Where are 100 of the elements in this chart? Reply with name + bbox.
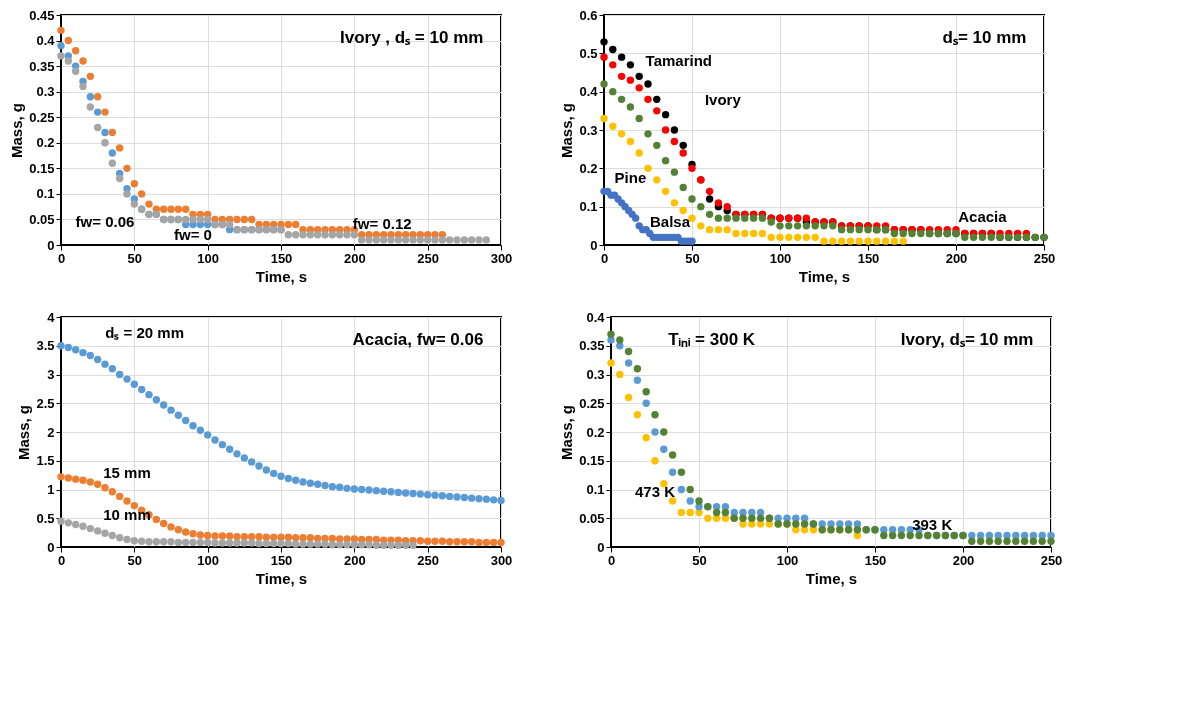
- point: [203, 538, 212, 547]
- point: [387, 236, 395, 244]
- point: [651, 411, 659, 419]
- point: [897, 531, 906, 540]
- point: [394, 236, 403, 244]
- point: [299, 231, 307, 239]
- point: [695, 497, 703, 505]
- point: [985, 537, 994, 545]
- y-axis-title: Mass, g: [558, 102, 576, 159]
- point: [697, 222, 705, 230]
- annotation: dₛ= 10 mm: [942, 28, 1027, 47]
- point: [123, 190, 131, 198]
- point: [600, 80, 608, 88]
- y-tick-label: 0.2: [586, 424, 605, 440]
- y-tick-label: 0: [597, 539, 605, 555]
- point: [739, 508, 747, 517]
- point: [284, 220, 293, 229]
- point: [130, 200, 139, 208]
- point: [306, 540, 315, 548]
- x-tick-label: 250: [1040, 552, 1063, 568]
- point: [635, 114, 643, 123]
- point: [792, 520, 800, 528]
- point: [705, 210, 714, 219]
- point: [978, 233, 987, 242]
- point: [723, 202, 731, 211]
- point: [1047, 531, 1055, 540]
- point: [616, 370, 624, 379]
- point: [668, 497, 677, 505]
- x-tick-label: 300: [490, 250, 513, 266]
- point: [723, 214, 731, 222]
- y-axis-title: Mass, g: [8, 102, 26, 159]
- point: [93, 527, 102, 535]
- point: [233, 215, 241, 224]
- y-tick-label: 0.25: [29, 109, 55, 125]
- point: [624, 347, 633, 356]
- point: [181, 215, 190, 224]
- point: [714, 225, 723, 234]
- x-tick-label: 100: [769, 250, 792, 266]
- point: [969, 233, 978, 242]
- point: [291, 231, 300, 239]
- point: [600, 38, 608, 46]
- annotation: 10 mm: [103, 505, 151, 523]
- point: [291, 540, 300, 548]
- y-tick-label: 1: [47, 482, 55, 497]
- annotation: Balsa: [649, 213, 691, 230]
- point: [617, 95, 626, 104]
- point: [705, 195, 714, 203]
- point: [635, 149, 643, 157]
- annotation: Tamarind: [645, 52, 712, 69]
- point: [57, 41, 65, 50]
- point: [115, 174, 124, 183]
- point: [767, 218, 775, 226]
- point: [846, 225, 855, 234]
- point: [829, 237, 837, 245]
- point: [108, 159, 117, 167]
- point: [644, 164, 652, 173]
- point: [86, 93, 95, 101]
- point: [101, 139, 109, 147]
- point: [785, 222, 793, 230]
- x-tick-label: 0: [57, 552, 66, 568]
- point: [677, 485, 686, 494]
- point: [240, 215, 249, 224]
- y-tick-label: 0.15: [29, 160, 55, 176]
- point: [313, 540, 322, 548]
- point: [86, 72, 95, 81]
- point: [167, 538, 175, 546]
- y-tick-label: 0.4: [586, 309, 606, 325]
- y-tick-label: 0.5: [36, 510, 55, 526]
- point: [642, 399, 650, 407]
- point: [644, 95, 652, 104]
- point: [93, 108, 102, 116]
- point: [793, 222, 802, 230]
- y-tick-label: 0.45: [29, 7, 55, 23]
- point: [225, 220, 234, 229]
- point: [130, 179, 139, 188]
- point: [741, 214, 749, 222]
- annotation: Acacia: [958, 208, 1008, 226]
- point: [679, 183, 687, 192]
- point: [1003, 537, 1011, 545]
- x-tick-label: 50: [127, 250, 143, 266]
- y-axis-title: Mass, g: [558, 404, 576, 461]
- point: [123, 164, 131, 173]
- y-tick-label: 0.2: [36, 135, 55, 151]
- point: [688, 164, 696, 173]
- point: [626, 137, 635, 146]
- point: [704, 514, 712, 522]
- point: [677, 508, 686, 517]
- point: [686, 485, 694, 494]
- point: [679, 149, 687, 157]
- y-tick-label: 0: [47, 539, 55, 555]
- point: [350, 541, 359, 549]
- point: [431, 236, 439, 244]
- point: [328, 231, 337, 239]
- point: [631, 214, 640, 222]
- x-tick-label: 250: [417, 552, 440, 568]
- point: [409, 236, 417, 244]
- point: [269, 539, 278, 548]
- point: [467, 236, 476, 244]
- point: [57, 517, 65, 525]
- point: [651, 428, 659, 436]
